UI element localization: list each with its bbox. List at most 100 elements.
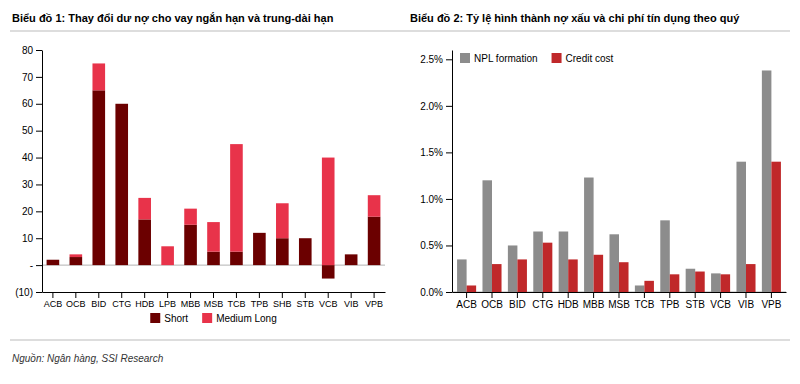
- x-tick-label: OCB: [481, 299, 503, 310]
- x-axis: ACBOCBBIDCTGHDBLPBMBBMSBTCBTPBSHBSTBVCBV…: [43, 292, 386, 309]
- x-tick-mark: [144, 292, 145, 298]
- separator-top: [10, 31, 790, 32]
- x-tick-label: MBB: [583, 299, 605, 310]
- legend-swatch: [150, 313, 160, 323]
- y-tick-label: 1.5%: [420, 147, 443, 158]
- bar: [508, 245, 518, 292]
- bar: [609, 234, 619, 292]
- y-tick: 2.5%: [420, 54, 452, 65]
- x-tick: ACB: [456, 292, 477, 310]
- bar: [711, 273, 721, 292]
- series-1: [70, 63, 381, 265]
- bar: [276, 203, 289, 238]
- bar: [482, 180, 492, 292]
- plot-area: [42, 63, 385, 278]
- x-tick-mark: [466, 292, 467, 298]
- bar: [584, 178, 594, 292]
- bar: [517, 259, 527, 292]
- x-tick-label: VIB: [344, 299, 359, 309]
- y-tick-mark: [36, 50, 42, 51]
- x-tick: TPB: [251, 292, 269, 309]
- y-tick-label: 2.0%: [420, 101, 443, 112]
- x-tick-mark: [305, 292, 306, 298]
- x-tick-mark: [351, 292, 352, 298]
- y-tick-label: 80: [22, 45, 34, 56]
- legend-swatch: [202, 313, 212, 323]
- x-tick-mark: [517, 292, 518, 298]
- x-tick-mark: [374, 292, 375, 298]
- bar: [635, 285, 645, 292]
- y-tick-mark: [36, 265, 42, 266]
- figure: Biểu đồ 1: Thay đổi dư nợ cho vay ngắn h…: [0, 0, 800, 384]
- x-tick: VPB: [761, 292, 781, 310]
- x-tick-mark: [771, 292, 772, 298]
- x-tick: VCB: [710, 292, 731, 310]
- x-tick-label: LPB: [159, 299, 176, 309]
- y-axis-line: [42, 51, 43, 293]
- x-tick: MBB: [181, 292, 201, 309]
- x-tick: VCB: [319, 292, 338, 309]
- bar: [660, 220, 670, 292]
- bar: [467, 285, 477, 292]
- x-tick: CTG: [532, 292, 553, 310]
- x-tick-mark: [213, 292, 214, 298]
- y-tick-mark: [446, 106, 452, 107]
- bar: [230, 144, 243, 252]
- y-tick-label: 60: [22, 98, 34, 109]
- x-tick: TCB: [634, 292, 654, 310]
- y-tick: 2.0%: [420, 101, 452, 112]
- x-tick-label: MBB: [181, 299, 201, 309]
- x-tick-mark: [669, 292, 670, 298]
- y-tick-mark: [446, 59, 452, 60]
- x-tick-label: TPB: [251, 299, 269, 309]
- x-tick-label: HDB: [558, 299, 579, 310]
- x-tick: VIB: [344, 292, 359, 309]
- bar: [644, 281, 654, 292]
- y-tick-mark: [36, 211, 42, 212]
- y-tick-label: 20: [22, 206, 34, 217]
- y-tick-mark: [446, 245, 452, 246]
- x-tick-mark: [720, 292, 721, 298]
- footer-note: Nguồn: Ngân hàng, SSI Research: [12, 353, 164, 364]
- x-tick: BID: [509, 292, 526, 310]
- x-tick-mark: [328, 292, 329, 298]
- bar: [746, 264, 756, 292]
- y-tick-label: 1.0%: [420, 194, 443, 205]
- x-tick-label: ACB: [44, 299, 63, 309]
- y-tick-mark: [36, 292, 42, 293]
- x-tick-label: HDB: [135, 299, 154, 309]
- legend-swatch: [552, 53, 562, 63]
- y-tick-label: 0.0%: [420, 287, 443, 298]
- chart-title: Biểu đồ 1: Thay đổi dư nợ cho vay ngắn h…: [12, 12, 334, 25]
- x-tick-label: VPB: [365, 299, 383, 309]
- legend: NPL formation Credit cost: [460, 53, 614, 64]
- y-tick-mark: [36, 131, 42, 132]
- x-tick-label: STB: [685, 299, 705, 310]
- bar: [368, 195, 381, 217]
- legend-item: NPL formation: [460, 53, 538, 64]
- y-tick-mark: [446, 292, 452, 293]
- x-tick-label: VIB: [738, 299, 754, 310]
- x-tick-label: VCB: [319, 299, 338, 309]
- y-tick-label: 50: [22, 125, 34, 136]
- series-0: [47, 90, 381, 278]
- legend-swatch: [460, 53, 470, 63]
- bar: [184, 225, 197, 265]
- x-tick-mark: [282, 292, 283, 298]
- bar: [115, 104, 128, 265]
- x-tick-mark: [52, 292, 53, 298]
- bar: [736, 162, 746, 292]
- bar: [559, 232, 569, 293]
- bar: [368, 217, 381, 265]
- x-tick: MBB: [583, 292, 605, 310]
- x-tick-mark: [75, 292, 76, 298]
- y-tick-label: 40: [22, 152, 34, 163]
- legend-item: Credit cost: [552, 53, 614, 64]
- bar: [299, 238, 312, 265]
- x-tick-mark: [121, 292, 122, 298]
- x-tick-label: CTG: [112, 299, 131, 309]
- x-tick: HDB: [135, 292, 154, 309]
- bar: [161, 246, 174, 265]
- y-tick-mark: [36, 238, 42, 239]
- x-tick-label: SHB: [273, 299, 292, 309]
